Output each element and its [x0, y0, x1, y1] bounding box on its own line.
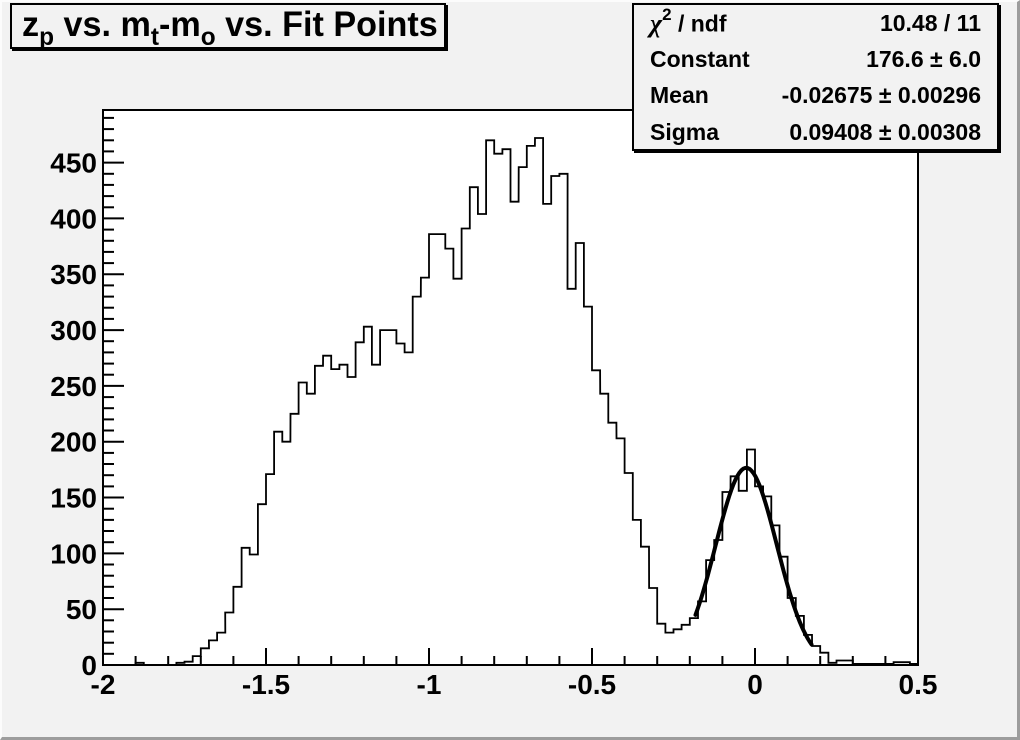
- svg-text:0: 0: [81, 650, 97, 681]
- svg-text:50: 50: [66, 594, 97, 625]
- svg-text:450: 450: [50, 148, 97, 179]
- svg-text:100: 100: [50, 538, 97, 569]
- svg-text:-1.5: -1.5: [242, 669, 290, 700]
- svg-text:150: 150: [50, 483, 97, 514]
- svg-text:0.5: 0.5: [899, 669, 938, 700]
- svg-text:-0.5: -0.5: [568, 669, 616, 700]
- svg-text:400: 400: [50, 203, 97, 234]
- svg-text:0: 0: [747, 669, 763, 700]
- svg-text:250: 250: [50, 371, 97, 402]
- svg-text:300: 300: [50, 315, 97, 346]
- svg-text:350: 350: [50, 259, 97, 290]
- svg-text:-1: -1: [417, 669, 442, 700]
- svg-text:-2: -2: [91, 669, 116, 700]
- svg-text:200: 200: [50, 427, 97, 458]
